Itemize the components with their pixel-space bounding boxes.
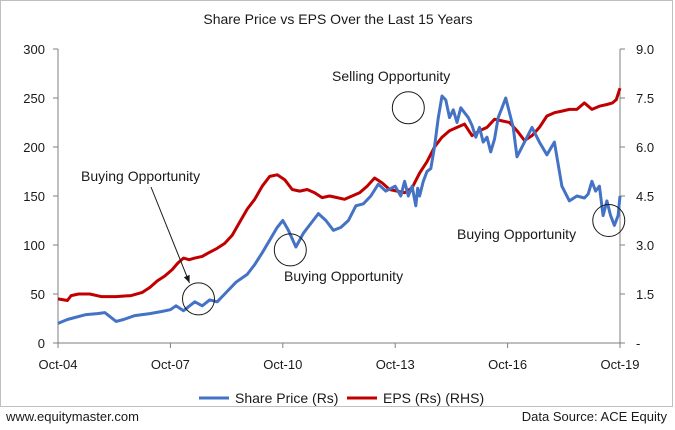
x-tick-label: Oct-10 — [263, 357, 302, 372]
series-line-share-price — [57, 94, 622, 325]
y-left-tick-label: 100 — [23, 238, 45, 253]
annotation-arrow-head — [183, 274, 190, 283]
legend-label-eps: EPS (Rs) (RHS) — [383, 390, 484, 406]
annotation-arrow-line — [150, 186, 190, 284]
annotation-label: Buying Opportunity — [457, 226, 576, 242]
x-tick-label: Oct-04 — [38, 357, 77, 372]
series-layer — [57, 87, 622, 325]
y-right-tick-label: 7.5 — [636, 91, 654, 106]
annotation-label: Buying Opportunity — [81, 168, 200, 184]
chart-title: Share Price vs EPS Over the Last 15 Year… — [203, 11, 472, 27]
y-right-tick-label: - — [636, 336, 640, 351]
y-left-tick-label: 250 — [23, 91, 45, 106]
annotation-circle — [592, 204, 626, 237]
x-tick-label: Oct-07 — [151, 357, 190, 372]
y-right-tick-label: 6.0 — [636, 140, 654, 155]
y-left-tick-label: 0 — [38, 336, 45, 351]
series-line-eps — [57, 87, 622, 302]
x-tick-label: Oct-19 — [600, 357, 639, 372]
annotation-circle — [273, 233, 307, 267]
y-left-tick-label: 150 — [23, 189, 45, 204]
annotation-label: Buying Opportunity — [284, 268, 403, 284]
y-right-tick-label: 1.5 — [636, 287, 654, 302]
annotation-layer: Buying Opportunity Buying Opportunity Sell… — [81, 68, 626, 316]
y-left-tick-label: 200 — [23, 140, 45, 155]
annotation-circle — [391, 91, 425, 125]
axes: 0 50 100 150 200 250 300 - 1.5 3.0 4.5 6.0 7.5 9.0 Oct… — [23, 42, 654, 372]
y-left-tick-label: 50 — [31, 287, 45, 302]
y-right-tick-label: 3.0 — [636, 238, 654, 253]
legend: Share Price (Rs) EPS (Rs) (RHS) — [199, 390, 484, 406]
y-left-tick-label: 300 — [23, 42, 45, 57]
annotation-circle — [182, 282, 215, 316]
legend-label-share-price: Share Price (Rs) — [235, 390, 338, 406]
chart-canvas: Share Price vs EPS Over the Last 15 Year… — [23, 11, 654, 406]
x-tick-label: Oct-13 — [376, 357, 415, 372]
y-right-tick-label: 4.5 — [636, 189, 654, 204]
x-tick-label: Oct-16 — [488, 357, 527, 372]
footer-source: Data Source: ACE Equity — [521, 409, 667, 424]
chart-frame: Share Price vs EPS Over the Last 15 Year… — [0, 0, 673, 407]
annotation-label: Selling Opportunity — [332, 68, 450, 84]
footer-website[interactable]: www.equitymaster.com — [6, 409, 139, 424]
y-right-tick-label: 9.0 — [636, 42, 654, 57]
